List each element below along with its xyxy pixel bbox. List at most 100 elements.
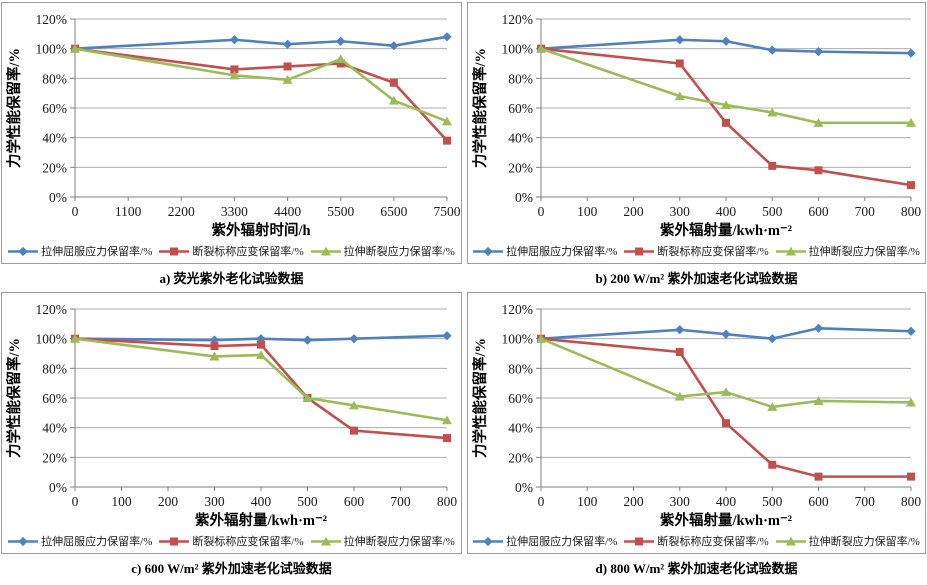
legend-label: 拉伸屈服应力保留率/% — [506, 536, 618, 548]
series-line — [74, 334, 448, 342]
legend-square-icon — [624, 247, 655, 255]
legend-item: 拉伸屈服应力保留率/% — [8, 243, 152, 259]
chart-a: 0% 20% 40% 60% 80% 100% 120% 0 1100 2200 3300 4400 5… — [1, 2, 462, 264]
x-tick-label: 6500 — [380, 204, 407, 219]
square-marker-icon — [814, 166, 823, 175]
x-axis-title: 紫外辐射量/kwh·m⁻² — [660, 511, 792, 529]
triangle-marker-icon — [813, 396, 824, 405]
y-tick-label: 80% — [42, 71, 67, 86]
square-marker-icon — [722, 419, 730, 428]
x-tick-label: 700 — [855, 494, 876, 509]
series-line — [540, 326, 912, 340]
legend-triangle-icon — [310, 536, 341, 545]
legend-item: 拉伸断裂应力保留率/% — [310, 243, 455, 259]
diamond-marker-icon — [349, 334, 359, 344]
series-diamond — [70, 32, 452, 54]
legend-label: 拉伸屈服应力保留率/% — [41, 246, 153, 258]
legend-item: 拉伸断裂应力保留率/% — [775, 533, 920, 549]
y-tick-label: 0% — [515, 480, 533, 495]
chart-d-plot: 0% 20% 40% 60% 80% 100% 120% 0 100 200 300 400 500 60… — [471, 302, 922, 529]
x-tick-label: 3300 — [221, 204, 248, 219]
x-tick-label: 0 — [538, 494, 545, 509]
legend-triangle-icon — [775, 246, 806, 255]
diamond-marker-icon — [675, 35, 685, 45]
x-tick-label: 300 — [670, 494, 691, 509]
triangle-marker-icon — [767, 402, 778, 411]
legend-label: 拉伸屈服应力保留率/% — [506, 246, 618, 258]
legend-label: 断裂标称应变保留率/% — [657, 536, 769, 548]
x-tick-label: 400 — [716, 494, 737, 509]
series-line — [74, 337, 448, 422]
y-tick-label: 100% — [36, 42, 68, 57]
legend-item: 拉伸屈服应力保留率/% — [473, 533, 617, 549]
triangle-marker-icon — [536, 43, 546, 53]
triangle-marker-icon — [209, 351, 220, 361]
triangle-marker-icon — [536, 333, 546, 343]
chart-c: 0% 20% 40% 60% 80% 100% 120% 0 100 200 300 400 500 60… — [1, 292, 462, 554]
triangle-marker-icon — [388, 95, 399, 105]
series-line — [74, 47, 448, 123]
legend-label: 拉伸断裂应力保留率/% — [808, 246, 920, 258]
x-tick-label: 800 — [901, 204, 922, 219]
legend-item: 拉伸屈服应力保留率/% — [8, 533, 152, 549]
y-axis-title: 力学性能保留率/% — [5, 338, 23, 458]
triangle-marker-icon — [229, 70, 240, 80]
chart-a-plot: 0% 20% 40% 60% 80% 100% 120% 0 1100 2200 3300 4400 5… — [5, 12, 460, 239]
y-tick-label: 20% — [42, 160, 67, 175]
legend-diamond-icon — [8, 246, 39, 256]
triangle-marker-icon — [70, 43, 80, 53]
triangle-marker-icon — [767, 107, 778, 117]
y-tick-label: 120% — [36, 302, 68, 317]
panel-c: 0% 20% 40% 60% 80% 100% 120% 0 100 200 300 400 500 60… — [1, 292, 462, 577]
legend-diamond-icon — [473, 536, 504, 546]
y-tick-label: 60% — [508, 391, 533, 406]
legend-item: 断裂标称应变保留率/% — [624, 533, 769, 549]
legend-label: 拉伸断裂应力保留率/% — [808, 536, 920, 548]
chart-c-legend: 拉伸屈服应力保留率/% 断裂标称应变保留率/% 拉伸断裂应力保留率/% — [2, 529, 461, 553]
diamond-marker-icon — [302, 335, 313, 345]
x-tick-label: 5500 — [327, 204, 354, 219]
triangle-marker-icon — [906, 118, 916, 127]
triangle-marker-icon — [335, 54, 346, 64]
x-tick-label: 800 — [901, 494, 922, 509]
square-marker-icon — [443, 434, 451, 443]
triangle-marker-icon — [721, 387, 731, 397]
y-tick-label: 80% — [42, 361, 67, 376]
series-line — [74, 47, 448, 142]
chart-d-legend: 拉伸屈服应力保留率/% 断裂标称应变保留率/% 拉伸断裂应力保留率/% — [468, 529, 925, 553]
x-tick-label: 400 — [716, 204, 737, 219]
legend-diamond-icon — [8, 536, 39, 546]
series-triangle — [536, 43, 916, 127]
diamond-marker-icon — [813, 47, 824, 57]
triangle-marker-icon — [674, 91, 685, 101]
diamond-marker-icon — [282, 39, 293, 49]
y-axis-title: 力学性能保留率/% — [5, 48, 23, 168]
chart-b-plot: 0% 20% 40% 60% 80% 100% 120% 0 100 200 300 400 500 60… — [471, 12, 922, 239]
series-line — [540, 47, 912, 187]
chart-b-legend: 拉伸屈服应力保留率/% 断裂标称应变保留率/% 拉伸断裂应力保留率/% — [468, 239, 925, 263]
panel-d: 0% 20% 40% 60% 80% 100% 120% 0 100 200 300 400 500 60… — [467, 292, 926, 577]
x-tick-label: 200 — [623, 494, 644, 509]
chart-c-plot: 0% 20% 40% 60% 80% 100% 120% 0 100 200 300 400 500 60… — [5, 302, 457, 529]
legend-item: 断裂标称应变保留率/% — [159, 243, 304, 259]
square-marker-icon — [768, 161, 777, 170]
legend-diamond-icon — [473, 246, 504, 256]
legend-label: 拉伸断裂应力保留率/% — [343, 246, 455, 258]
diamond-marker-icon — [721, 36, 731, 46]
diamond-marker-icon — [675, 325, 685, 335]
x-tick-label: 4400 — [274, 204, 301, 219]
x-tick-label: 700 — [855, 204, 876, 219]
series-triangle — [536, 333, 916, 411]
triangle-marker-icon — [256, 350, 266, 359]
square-marker-icon — [675, 348, 684, 357]
square-marker-icon — [257, 340, 265, 349]
x-tick-label: 200 — [158, 494, 179, 509]
series-square — [71, 44, 451, 145]
square-marker-icon — [283, 62, 292, 71]
x-tick-label: 500 — [762, 204, 783, 219]
triangle-marker-icon — [442, 415, 452, 425]
triangle-marker-icon — [906, 397, 916, 407]
legend-label: 拉伸屈服应力保留率/% — [41, 536, 153, 548]
x-tick-label: 0 — [72, 494, 79, 509]
